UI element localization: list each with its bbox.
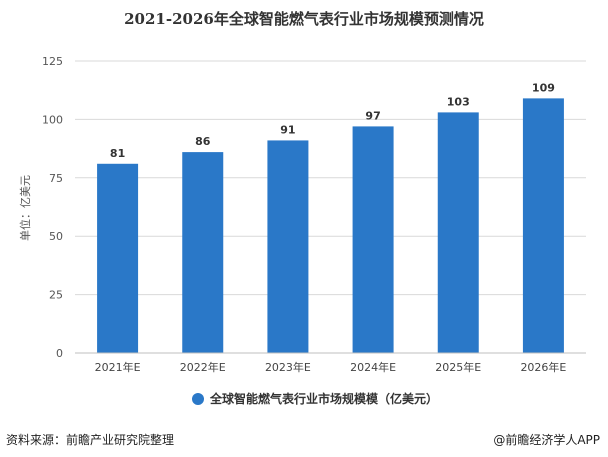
data-label: 103 — [447, 95, 470, 108]
x-tick-label: 2021年E — [95, 360, 141, 374]
y-tick-label: 50 — [49, 230, 63, 243]
x-tick-label: 2024年E — [350, 360, 396, 374]
x-tick-label: 2023年E — [265, 360, 311, 374]
data-label: 109 — [532, 81, 555, 94]
bar — [267, 140, 309, 353]
grid-lines — [75, 60, 586, 296]
bar — [97, 163, 139, 353]
bar — [437, 112, 479, 353]
chart-title: 2021-2026年全球智能燃气表行业市场规模预测情况 — [124, 10, 484, 28]
bar — [352, 126, 394, 354]
bar — [182, 152, 224, 353]
source-note: 资料来源：前瞻产业研究院整理 — [6, 433, 175, 447]
x-axis-ticks: 2021年E 2022年E 2023年E 2024年E 2025年E 2026年E — [95, 360, 567, 374]
y-tick-label: 125 — [42, 55, 63, 68]
x-tick-label: 2022年E — [180, 360, 226, 374]
y-tick-label: 100 — [42, 113, 63, 126]
y-tick-label: 75 — [49, 172, 63, 185]
data-label: 97 — [365, 109, 380, 122]
brand-credit: @前瞻经济学人APP — [493, 433, 600, 447]
bar-series — [97, 98, 564, 354]
data-label: 81 — [110, 147, 125, 160]
y-axis-ticks: 0 25 50 75 100 125 — [42, 55, 63, 360]
y-axis-label: 单位：亿美元 — [18, 175, 32, 241]
y-tick-label: 25 — [49, 289, 63, 302]
data-labels: 81 86 91 97 103 109 — [110, 81, 555, 159]
x-tick-label: 2026年E — [520, 360, 566, 374]
x-tick-label: 2025年E — [435, 360, 481, 374]
legend-swatch — [192, 393, 204, 405]
y-tick-label: 0 — [56, 347, 63, 360]
data-label: 86 — [195, 135, 211, 148]
legend-label: 全球智能燃气表行业市场规模模（亿美元） — [209, 391, 438, 406]
bar — [522, 98, 564, 353]
data-label: 91 — [280, 123, 295, 136]
legend: 全球智能燃气表行业市场规模模（亿美元） — [192, 391, 438, 406]
